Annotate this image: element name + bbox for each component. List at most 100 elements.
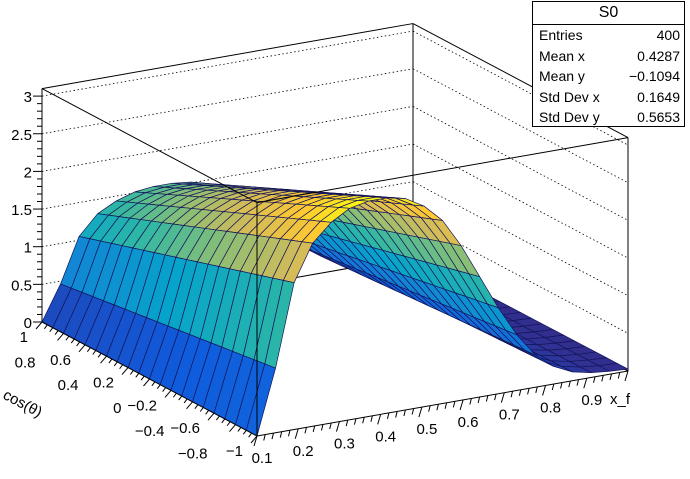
y-tick bbox=[151, 381, 156, 387]
y-tick bbox=[76, 341, 81, 347]
x-tick-label: 0.4 bbox=[375, 428, 396, 445]
x-tick bbox=[312, 425, 316, 433]
y-tick-label: 0.2 bbox=[93, 375, 114, 392]
x-tick bbox=[263, 434, 266, 441]
x-tick bbox=[477, 396, 481, 404]
x-tick bbox=[500, 392, 505, 403]
x-tick bbox=[551, 383, 555, 391]
stats-row-entries: Entries 400 bbox=[533, 25, 684, 46]
y-tick-label: −0.8 bbox=[178, 446, 208, 463]
x-tick bbox=[335, 421, 340, 432]
x-tick bbox=[279, 431, 283, 438]
x-tick bbox=[518, 389, 522, 396]
x-tick bbox=[403, 409, 406, 417]
stats-value: 0.1649 bbox=[637, 88, 680, 105]
stats-value: 400 bbox=[656, 27, 680, 43]
x-tick bbox=[485, 395, 489, 402]
x-tick bbox=[601, 375, 604, 382]
z-tick-label: 2.5 bbox=[11, 127, 32, 144]
y-tick-label: 0.8 bbox=[15, 354, 36, 371]
y-tick bbox=[129, 370, 134, 375]
x-tick bbox=[459, 399, 464, 411]
y-tick bbox=[49, 327, 54, 333]
stats-row-std-x: Std Dev x 0.1649 bbox=[533, 87, 684, 108]
x-tick bbox=[253, 435, 258, 447]
x-tick bbox=[362, 417, 365, 424]
x-tick bbox=[535, 386, 538, 394]
x-tick-label: 0.6 bbox=[458, 414, 479, 431]
y-tick bbox=[119, 364, 124, 370]
stats-row-mean-y: Mean y −0.1094 bbox=[533, 66, 684, 87]
x-tick bbox=[329, 422, 332, 430]
x-tick bbox=[583, 378, 588, 389]
y-tick bbox=[199, 407, 204, 412]
y-tick bbox=[57, 333, 64, 341]
x-tick bbox=[304, 427, 307, 434]
y-tick bbox=[178, 395, 183, 401]
x-tick-label: 0.9 bbox=[581, 392, 602, 409]
x-tick bbox=[418, 406, 423, 418]
box-edge bbox=[256, 137, 629, 204]
x-tick bbox=[568, 380, 571, 388]
x-tick bbox=[271, 432, 274, 440]
y-tick bbox=[250, 435, 258, 444]
y-tick bbox=[226, 421, 231, 427]
x-tick-label: 0.7 bbox=[499, 407, 520, 424]
y-tick bbox=[248, 432, 253, 438]
y-tick bbox=[172, 392, 177, 398]
y-tick bbox=[186, 401, 193, 410]
x-tick-label: 0.2 bbox=[293, 443, 314, 460]
y-tick bbox=[97, 353, 102, 358]
x-tick bbox=[527, 388, 530, 395]
y-tick bbox=[78, 344, 86, 353]
y-tick bbox=[54, 330, 59, 335]
grid-line bbox=[41, 106, 414, 172]
x-tick bbox=[320, 424, 324, 431]
y-tick bbox=[162, 387, 167, 392]
stats-box: S0 Entries 400 Mean x 0.4287 Mean y −0.1094… bbox=[532, 1, 685, 127]
stats-label: Std Dev x bbox=[539, 88, 600, 105]
y-tick-label: 0.4 bbox=[58, 377, 79, 394]
y-tick bbox=[164, 390, 172, 398]
x-tick bbox=[469, 398, 472, 405]
x-tick-label: 0.8 bbox=[540, 399, 561, 416]
y-tick bbox=[221, 418, 226, 424]
grid-line bbox=[412, 68, 629, 184]
stats-title: S0 bbox=[533, 2, 684, 25]
y-tick bbox=[156, 384, 161, 390]
x-tick bbox=[624, 370, 629, 382]
x-tick-label: 0.5 bbox=[416, 421, 437, 438]
z-tick-label: 3 bbox=[24, 89, 32, 106]
y-tick bbox=[242, 429, 247, 435]
y-tick bbox=[207, 412, 215, 421]
y-tick-label: 1 bbox=[20, 329, 28, 346]
x-tick-label: 0.3 bbox=[334, 436, 355, 453]
y-tick bbox=[92, 350, 97, 355]
z-tick-label: 0.5 bbox=[11, 277, 32, 294]
x-tick bbox=[353, 418, 357, 425]
x-tick bbox=[609, 373, 612, 381]
z-tick-label: 2 bbox=[24, 164, 32, 181]
grid-line bbox=[41, 68, 414, 135]
y-tick-label: −0.4 bbox=[135, 423, 165, 440]
x-tick bbox=[542, 385, 547, 396]
grid-line bbox=[412, 143, 629, 259]
x-tick-label: 0.1 bbox=[252, 450, 273, 467]
grid-line bbox=[41, 143, 414, 210]
x-tick bbox=[411, 408, 415, 415]
y-tick-label: 0.6 bbox=[50, 352, 71, 369]
stats-value: 0.5653 bbox=[637, 109, 680, 125]
x-tick bbox=[593, 376, 596, 383]
x-tick bbox=[370, 415, 373, 422]
y-tick bbox=[237, 427, 242, 432]
z-tick-label: 0 bbox=[24, 315, 32, 332]
x-tick bbox=[386, 412, 390, 420]
y-tick bbox=[70, 338, 75, 344]
grid-line bbox=[412, 30, 629, 146]
y-tick bbox=[183, 398, 188, 404]
x-tick bbox=[436, 404, 439, 411]
box-edge bbox=[41, 23, 414, 90]
y-tick bbox=[143, 378, 150, 387]
